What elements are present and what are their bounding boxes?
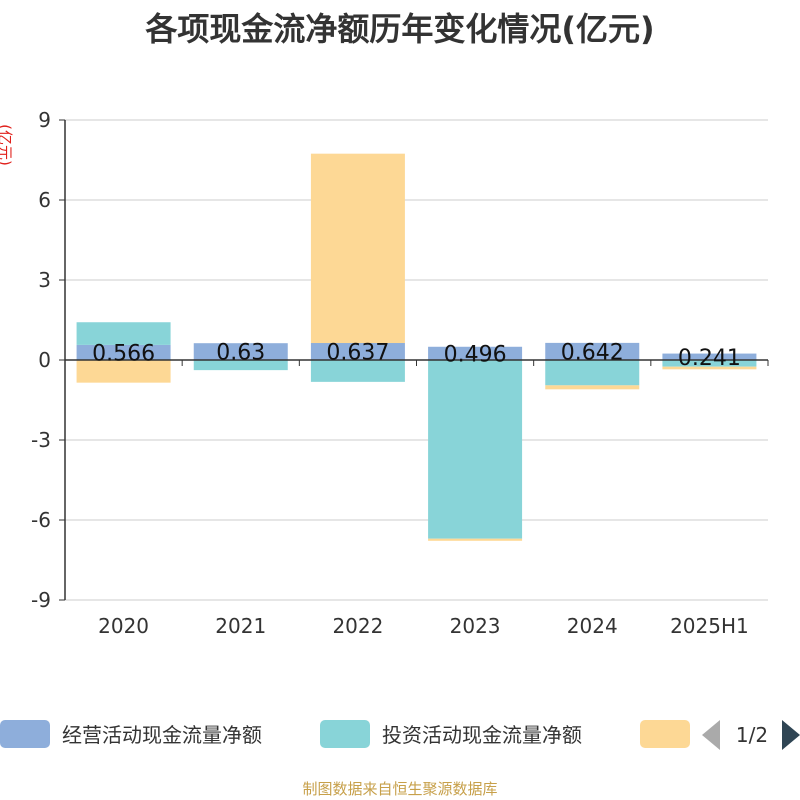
grid-lines <box>65 119 768 601</box>
x-tick-label: 2024 <box>567 614 618 638</box>
legend-page: 1/2 <box>736 723 768 747</box>
y-tick-label: -3 <box>31 428 51 452</box>
legend-next-icon <box>782 720 800 750</box>
data-label: 0.63 <box>216 341 265 366</box>
chart-title: 各项现金流净额历年变化情况(亿元) <box>145 10 655 48</box>
bar-series3-2023 <box>428 538 523 541</box>
bar-series1-2022 <box>310 343 405 360</box>
y-tick-label: -9 <box>31 588 51 612</box>
y-tick-label: -6 <box>31 508 51 532</box>
legend-label-1: 经营活动现金流量净额 <box>62 723 262 747</box>
axes: -9 -6 -3 0 3 6 9 2020 2021 2022 2023 2024 2025H1 <box>31 108 769 638</box>
bar-series2-2023 <box>428 360 523 539</box>
y-tick-label: 0 <box>38 348 51 372</box>
data-labels: 0.566 0.63 0.637 0.496 0.642 0.241 <box>92 340 741 370</box>
data-label: 0.637 <box>326 341 389 366</box>
legend-prev-icon <box>702 720 720 750</box>
data-label: 0.496 <box>444 342 507 367</box>
y-tick-label: 3 <box>38 268 51 292</box>
y-tick-label: 6 <box>38 188 51 212</box>
bar-series3-2025H1 <box>662 366 757 370</box>
bar-series3-2020 <box>76 360 171 383</box>
y-axis-label: (亿元) <box>0 124 14 166</box>
y-tick-label: 9 <box>38 108 51 132</box>
data-label: 0.642 <box>561 340 624 365</box>
x-tick-label: 2023 <box>450 614 501 638</box>
bar-group <box>76 153 757 541</box>
bar-series2-2021 <box>193 360 288 371</box>
data-label: 0.566 <box>92 341 155 366</box>
bar-series2-2020 <box>76 322 171 345</box>
data-label: 0.241 <box>678 346 741 371</box>
legend-swatch-3 <box>640 720 690 748</box>
legend-swatch-1 <box>0 720 50 748</box>
bar-series3-2024 <box>545 385 640 390</box>
x-tick-label: 2021 <box>215 614 266 638</box>
legend: 经营活动现金流量净额 投资活动现金流量净额 1/2 <box>0 720 800 750</box>
footer-source: 制图数据来自恒生聚源数据库 <box>302 780 498 798</box>
x-tick-label: 2020 <box>98 614 149 638</box>
bar-series1-2023 <box>428 346 523 360</box>
x-tick-label: 2025H1 <box>670 614 749 638</box>
bar-series1-2021 <box>193 343 288 360</box>
legend-label-2: 投资活动现金流量净额 <box>382 723 582 747</box>
bar-series1-2025H1 <box>662 353 757 360</box>
legend-swatch-2 <box>320 720 370 748</box>
bar-series2-2025H1 <box>662 360 757 367</box>
bar-series3-2022 <box>310 153 405 344</box>
bar-series1-2024 <box>545 342 640 360</box>
bar-series2-2022 <box>310 360 405 382</box>
bar-series2-2024 <box>545 360 640 386</box>
x-tick-label: 2022 <box>332 614 383 638</box>
bar-series1-2020 <box>76 344 171 360</box>
